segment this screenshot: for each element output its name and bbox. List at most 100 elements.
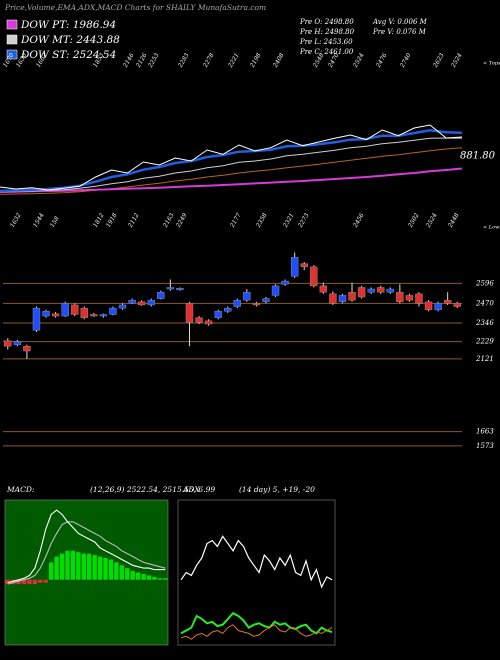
histogram-bar xyxy=(59,553,65,580)
candle-body xyxy=(348,292,356,301)
series-line xyxy=(0,147,463,195)
series-line xyxy=(0,129,463,193)
histogram-bar xyxy=(114,562,119,580)
candle-body xyxy=(252,303,261,306)
info-text: Pre V: 0.076 M xyxy=(372,28,427,36)
histogram-bar xyxy=(54,556,59,580)
series-line xyxy=(0,124,463,191)
info-text: Pre O: 2498.80 xyxy=(299,18,354,26)
histogram-bar xyxy=(130,571,135,580)
y-tick-label: 2470 xyxy=(475,299,494,307)
candle-body xyxy=(377,287,385,293)
series-line xyxy=(180,535,333,589)
legend-swatch xyxy=(6,19,18,30)
legend-label: DOW MT: 2443.88 xyxy=(20,34,120,46)
series-line xyxy=(0,137,463,193)
top-note: < Tops xyxy=(483,61,500,67)
info-text: Avg V: 0.006 M xyxy=(372,18,428,26)
macd-line xyxy=(7,521,166,585)
histogram-bar xyxy=(141,573,146,580)
candle-body xyxy=(32,307,41,331)
candle-body xyxy=(176,288,184,291)
y-tick-label: 2346 xyxy=(475,319,494,327)
panel-title: ADX xyxy=(182,485,200,494)
histogram-bar xyxy=(48,562,54,580)
candle-body xyxy=(443,299,452,304)
histogram-bar xyxy=(32,579,38,585)
histogram-bar xyxy=(70,550,76,580)
panel-params: (14 day) 5, +19, -20 xyxy=(239,485,315,494)
candle-body xyxy=(71,304,79,315)
histogram-bar xyxy=(76,552,81,580)
candle-body xyxy=(224,307,232,312)
panel-title: MACD: xyxy=(6,485,35,494)
histogram-bar xyxy=(43,579,48,583)
candle-body xyxy=(118,304,127,309)
y-tick-label: 1573 xyxy=(476,442,494,450)
legend-label: DOW ST: 2524.54 xyxy=(20,49,116,61)
top-label: 158 xyxy=(49,215,61,229)
histogram-bar xyxy=(65,550,70,580)
candle-body xyxy=(195,317,203,323)
panel-background xyxy=(4,499,169,646)
histogram-bar xyxy=(27,579,32,585)
candle-body xyxy=(128,299,136,304)
top-note: < Lows xyxy=(483,225,500,231)
candle-body xyxy=(329,293,337,304)
histogram-bar xyxy=(21,579,27,585)
candle-body xyxy=(80,307,88,318)
candle-body xyxy=(204,320,213,325)
histogram-bar xyxy=(87,553,92,580)
y-tick-label: 2229 xyxy=(475,338,494,346)
info-text: Pre L: 2453.60 xyxy=(299,38,353,46)
histogram-bar xyxy=(103,558,108,580)
candle-body xyxy=(185,303,194,323)
info-text: Pre H: 2498.80 xyxy=(299,28,355,36)
candle-body xyxy=(338,295,347,302)
candle-body xyxy=(396,292,404,302)
candle-body xyxy=(157,292,165,299)
candle-body xyxy=(453,303,461,307)
candle-body xyxy=(90,314,98,317)
candle-body xyxy=(51,313,60,317)
histogram-bar xyxy=(135,572,141,580)
series-line xyxy=(180,611,333,635)
series-line xyxy=(0,167,463,193)
histogram-bar xyxy=(119,565,125,580)
candle-body xyxy=(243,292,251,301)
histogram-bar xyxy=(10,579,16,585)
candle-body xyxy=(147,299,155,306)
candle-body xyxy=(281,280,289,285)
histogram-bar xyxy=(16,579,21,585)
legend-swatch xyxy=(6,49,18,60)
histogram-bar xyxy=(38,579,43,583)
candle-body xyxy=(290,257,299,277)
histogram-bar xyxy=(92,555,97,580)
candle-body xyxy=(61,303,69,317)
candle-body xyxy=(357,287,366,298)
candle-body xyxy=(42,311,50,317)
candle-body xyxy=(99,314,108,317)
candle-body xyxy=(166,287,175,290)
histogram-bar xyxy=(157,578,163,580)
candle-body xyxy=(4,340,12,347)
panel-params: (12,26,9) 2522.54, 2515.55, 6.99 xyxy=(90,485,215,494)
candle-body xyxy=(13,341,22,345)
series-line xyxy=(180,624,333,640)
histogram-bar xyxy=(163,578,168,580)
y-tick-label: 1663 xyxy=(476,428,494,436)
candle-body xyxy=(386,288,394,293)
candle-body xyxy=(415,293,423,304)
histogram-bar xyxy=(81,553,86,580)
candle-body xyxy=(300,263,308,267)
candle-body xyxy=(233,299,241,307)
candle-body xyxy=(310,266,318,287)
y-tick-label: 2121 xyxy=(475,355,494,363)
histogram-bar xyxy=(152,576,157,580)
candle-body xyxy=(262,298,270,302)
legend-label: DOW PT: 1986.94 xyxy=(20,19,116,31)
candle-body xyxy=(424,301,433,310)
histogram-bar xyxy=(5,579,10,585)
legend-swatch xyxy=(6,34,18,45)
histogram-bar xyxy=(97,556,103,580)
